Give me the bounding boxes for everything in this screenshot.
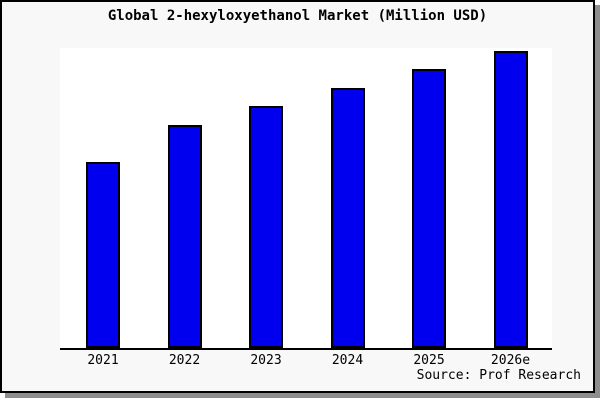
bar-2023 [249,106,283,348]
x-tick-label: 2025 [413,353,445,368]
x-tick-label: 2021 [87,353,119,368]
bar-2025 [412,69,446,348]
chart-page: Global 2-hexyloxyethanol Market (Million… [0,0,595,393]
x-tick-label: 2026e [490,353,531,368]
x-tick-label: 2024 [331,353,364,368]
bar-2021 [86,162,120,348]
bar-2026e [493,51,528,348]
source-text: Source: Prof Research [416,368,581,383]
x-tick-label: 2022 [168,353,201,368]
x-axis-labels: 2021 2022 2023 2024 2025 2026e [2,353,593,369]
x-tick-label: 2023 [250,353,282,368]
bar-2024 [330,88,365,348]
plot-area [60,48,552,350]
chart-title: Global 2-hexyloxyethanol Market (Million… [107,8,488,24]
bar-2022 [167,125,202,348]
